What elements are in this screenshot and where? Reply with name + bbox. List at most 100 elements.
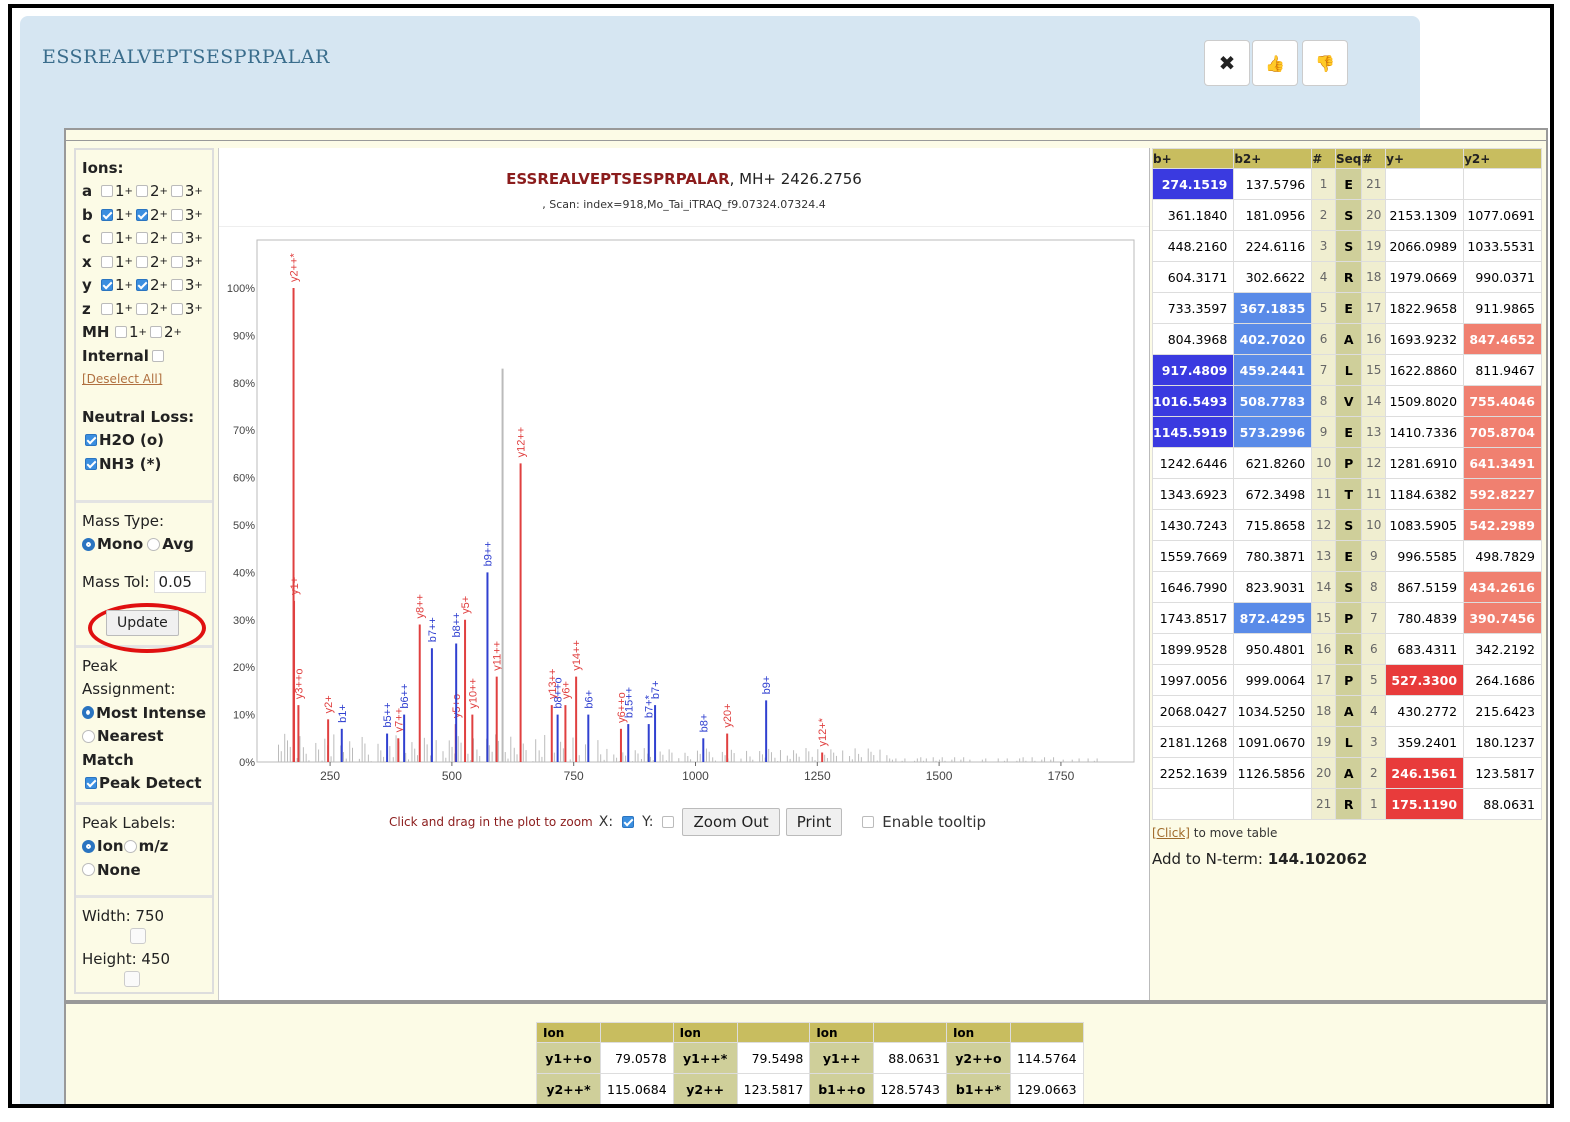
like-button[interactable]: 👍: [1252, 40, 1298, 86]
ion-x-2-checkbox[interactable]: [135, 255, 148, 268]
y-ion-cell: 2153.1309: [1385, 199, 1465, 231]
residue-cell: E: [1335, 292, 1363, 324]
viewer-top-bar: [66, 130, 1546, 141]
fragment-row: 1016.5493 508.7783 8 V 14 1509.8020 755.4046: [1151, 385, 1542, 417]
mh-1-sup: +: [138, 326, 147, 338]
ion-charge-label: 3: [184, 276, 195, 295]
height-slider[interactable]: [82, 971, 206, 991]
ion-c-1-checkbox[interactable]: [101, 232, 113, 245]
residue-cell: L: [1335, 726, 1363, 758]
mass-tol-row: Mass Tol: 0.05: [82, 570, 206, 594]
ion-z-2-checkbox[interactable]: [135, 302, 148, 315]
ion-y-1-checkbox[interactable]: [101, 279, 113, 292]
b-ion-cell: 1997.0056: [1151, 664, 1235, 696]
nearest-radio[interactable]: [82, 729, 95, 743]
print-button[interactable]: Print: [785, 808, 843, 836]
height-row: Height: 450: [82, 948, 206, 972]
ion-x-3-checkbox[interactable]: [170, 255, 183, 268]
nterm-label: Add to N-term:: [1152, 850, 1268, 868]
peak-label: y11++: [492, 641, 504, 671]
nh3-checkbox[interactable]: [85, 457, 97, 470]
y-zoom-checkbox[interactable]: [662, 816, 675, 828]
b-index-cell: 17: [1311, 664, 1337, 696]
zoom-out-button[interactable]: Zoom Out: [682, 808, 780, 836]
h2o-checkbox[interactable]: [85, 434, 97, 447]
ion-charge-label: 2: [149, 252, 160, 271]
mass-type-row: Mono Avg: [82, 533, 206, 557]
peak-label: y2++*: [289, 253, 301, 282]
peak-label: b9++: [482, 541, 494, 566]
width-slider-handle[interactable]: [130, 927, 146, 944]
y-index-cell: 1: [1361, 788, 1387, 820]
width-slider[interactable]: [82, 927, 206, 948]
avg-radio[interactable]: [147, 537, 161, 551]
b2-ion-cell: 573.2996: [1233, 416, 1313, 448]
y2-ion-cell: 641.3491: [1463, 447, 1542, 479]
ion-y-2-checkbox[interactable]: [135, 279, 148, 292]
ion-row-c: c 1 +2 +3 +: [82, 227, 206, 251]
ion-a-2-checkbox[interactable]: [135, 185, 148, 198]
mass-tol-input[interactable]: 0.05: [153, 570, 206, 593]
ion-z-3-checkbox[interactable]: [170, 302, 183, 315]
mass-section: Mass Type: Mono Avg Mass Tol: 0.05 Updat…: [76, 503, 212, 653]
plot-scan: , Scan: index=918,Mo_Tai_iTRAQ_f9.07324.…: [542, 198, 826, 211]
ion-label-b: b: [82, 205, 93, 224]
fragment-row: 1646.7990 823.9031 14 S 8 867.5159 434.2616: [1151, 571, 1542, 603]
mono-radio[interactable]: [82, 537, 95, 551]
none-label-radio[interactable]: [82, 863, 95, 877]
y-index-cell: 21: [1361, 168, 1387, 200]
peak-assignment-heading-2: Assignment:: [82, 680, 176, 699]
b-index-cell: 16: [1311, 633, 1337, 665]
most-intense-radio[interactable]: [82, 706, 95, 720]
tooltip-checkbox[interactable]: [862, 816, 875, 828]
ion-x-1-checkbox[interactable]: [101, 255, 113, 268]
y-index-cell: 16: [1361, 323, 1387, 355]
b2-ion-cell: 459.2441: [1233, 354, 1313, 386]
internal-checkbox[interactable]: [151, 349, 164, 362]
y-index-cell: 14: [1361, 385, 1387, 417]
close-button[interactable]: ✖: [1204, 40, 1250, 86]
b-ion-cell: 1559.7669: [1151, 540, 1235, 572]
peak-detect-checkbox[interactable]: [85, 777, 97, 790]
mz-label-radio[interactable]: [123, 839, 137, 853]
deselect-row: [Deselect All]: [82, 368, 206, 392]
y2-ion-cell: 1033.5531: [1463, 230, 1542, 262]
ion-b-3-checkbox[interactable]: [170, 208, 183, 221]
peptide-title: ESSREALVEPTSESPRPALAR: [42, 46, 330, 68]
ion-y-3-checkbox[interactable]: [170, 279, 183, 292]
ion-b-2-checkbox[interactable]: [135, 208, 148, 221]
neutral-ion-cell: y2++*: [536, 1073, 601, 1104]
ion-a-1-checkbox[interactable]: [101, 185, 113, 198]
none-label-row: None: [82, 858, 206, 882]
x-zoom-checkbox[interactable]: [622, 816, 635, 828]
ion-a-3-checkbox[interactable]: [170, 185, 183, 198]
height-slider-handle[interactable]: [124, 971, 140, 987]
ion-charge-label: 2: [149, 182, 160, 201]
y-ion-cell: 867.5159: [1385, 571, 1465, 603]
mh-2-checkbox[interactable]: [149, 326, 162, 339]
ion-charge-sup: +: [159, 232, 168, 244]
ion-label-radio[interactable]: [82, 839, 95, 853]
ion-c-3-checkbox[interactable]: [170, 232, 183, 245]
move-table-link[interactable]: [Click]: [1152, 826, 1190, 840]
peak-label: b8+: [698, 714, 710, 733]
peak-label: b7+*: [644, 694, 656, 718]
ion-b-1-checkbox[interactable]: [101, 208, 113, 221]
ion-c-2-checkbox[interactable]: [135, 232, 148, 245]
b-ion-cell: 804.3968: [1151, 323, 1235, 355]
plot-area[interactable]: [256, 239, 1135, 763]
ion-charge-label: 1: [115, 252, 125, 271]
mh-1-checkbox[interactable]: [115, 326, 127, 339]
neutral-ion-cell: y2++o: [945, 1042, 1011, 1074]
ion-z-1-checkbox[interactable]: [101, 302, 113, 315]
update-button[interactable]: Update: [106, 610, 179, 636]
b-ion-cell: 274.1519: [1151, 168, 1235, 200]
neutral-row: y2++* 115.0684 y2++ 123.5817 b1++o 128.5743 b1…: [536, 1073, 1084, 1104]
dislike-button[interactable]: 👎: [1302, 40, 1348, 86]
b-ion-cell: 917.4809: [1151, 354, 1235, 386]
y-tick-label: 30%: [233, 615, 255, 627]
deselect-all-link[interactable]: [Deselect All]: [82, 372, 163, 387]
ion-charge-label: 3: [184, 252, 195, 271]
thumbs-up-icon: 👍: [1265, 53, 1285, 73]
spectrum-chart[interactable]: 0% 10% 20% 30% 40% 50% 60% 70% 80% 90% 100% 250 500 7…: [219, 148, 1149, 798]
